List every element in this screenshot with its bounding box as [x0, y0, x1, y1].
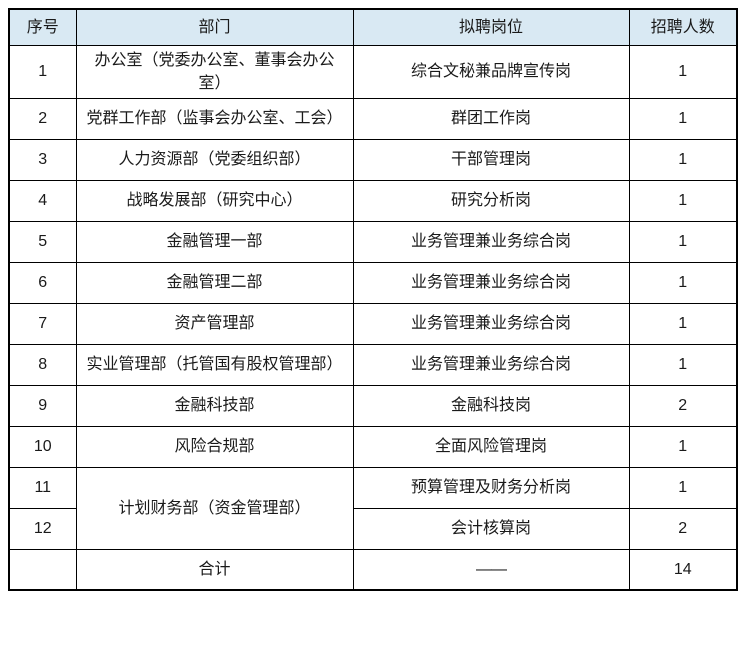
cell-count: 1	[628, 44, 738, 99]
cell-dept: 金融管理一部	[75, 220, 354, 263]
cell-dept: 办公室（党委办公室、董事会办公室）	[75, 44, 354, 99]
table-row: 7 资产管理部 业务管理兼业务综合岗 1	[8, 302, 738, 345]
cell-no: 5	[8, 220, 77, 263]
table-row: 11 计划财务部（资金管理部） 预算管理及财务分析岗 1	[8, 466, 738, 550]
cell-no: 3	[8, 138, 77, 181]
cell-dept-merged: 计划财务部（资金管理部）	[75, 466, 354, 550]
table-row: 6 金融管理二部 业务管理兼业务综合岗 1	[8, 261, 738, 304]
cell-dept: 金融管理二部	[75, 261, 354, 304]
cell-post: 业务管理兼业务综合岗	[352, 302, 630, 345]
cell-dept: 金融科技部	[75, 384, 354, 427]
cell-count: 1	[628, 343, 738, 386]
cell-no: 4	[8, 179, 77, 222]
table-row: 9 金融科技部 金融科技岗 2	[8, 384, 738, 427]
cell-post: 研究分析岗	[352, 179, 630, 222]
table-row: 1 办公室（党委办公室、董事会办公室） 综合文秘兼品牌宣传岗 1	[8, 44, 738, 99]
cell-count: 1	[628, 97, 738, 140]
total-label: 合计	[75, 548, 354, 591]
cell-dept: 战略发展部（研究中心）	[75, 179, 354, 222]
cell-no: 7	[8, 302, 77, 345]
cell-post: 业务管理兼业务综合岗	[352, 220, 630, 263]
cell-post: 金融科技岗	[352, 384, 630, 427]
table-header-row: 序号 部门 拟聘岗位 招聘人数	[8, 8, 738, 46]
table-row: 10 风险合规部 全面风险管理岗 1	[8, 425, 738, 468]
cell-post: 预算管理及财务分析岗	[352, 466, 630, 509]
cell-post: 会计核算岗	[352, 507, 630, 550]
cell-dept: 实业管理部（托管国有股权管理部）	[75, 343, 354, 386]
cell-count: 1	[628, 220, 738, 263]
cell-no-empty	[8, 548, 77, 591]
cell-post: 综合文秘兼品牌宣传岗	[352, 44, 630, 99]
cell-count: 1	[628, 138, 738, 181]
table-row: 5 金融管理一部 业务管理兼业务综合岗 1	[8, 220, 738, 263]
cell-post: 全面风险管理岗	[352, 425, 630, 468]
col-header-count: 招聘人数	[628, 8, 738, 46]
cell-post: 业务管理兼业务综合岗	[352, 261, 630, 304]
cell-count: 1	[628, 302, 738, 345]
cell-count: 2	[628, 384, 738, 427]
cell-post: 群团工作岗	[352, 97, 630, 140]
cell-no: 12	[8, 507, 77, 550]
col-header-dept: 部门	[75, 8, 354, 46]
col-header-post: 拟聘岗位	[352, 8, 630, 46]
cell-count: 1	[628, 179, 738, 222]
recruitment-table: 序号 部门 拟聘岗位 招聘人数 1 办公室（党委办公室、董事会办公室） 综合文秘…	[8, 8, 738, 592]
cell-no: 11	[8, 466, 77, 509]
cell-dept: 人力资源部（党委组织部）	[75, 138, 354, 181]
cell-count: 1	[628, 425, 738, 468]
cell-no: 1	[8, 44, 77, 99]
cell-dept: 风险合规部	[75, 425, 354, 468]
total-count: 14	[628, 548, 738, 591]
cell-count: 2	[628, 507, 738, 550]
cell-no: 6	[8, 261, 77, 304]
cell-dept: 资产管理部	[75, 302, 354, 345]
cell-no: 8	[8, 343, 77, 386]
cell-post: 干部管理岗	[352, 138, 630, 181]
table-row: 12 会计核算岗 2	[8, 507, 738, 550]
table-row: 8 实业管理部（托管国有股权管理部） 业务管理兼业务综合岗 1	[8, 343, 738, 386]
total-post-dash: ——	[352, 548, 630, 591]
table-row: 2 党群工作部（监事会办公室、工会） 群团工作岗 1	[8, 97, 738, 140]
cell-no: 9	[8, 384, 77, 427]
table-row: 4 战略发展部（研究中心） 研究分析岗 1	[8, 179, 738, 222]
cell-no: 10	[8, 425, 77, 468]
cell-post: 业务管理兼业务综合岗	[352, 343, 630, 386]
cell-dept: 党群工作部（监事会办公室、工会）	[75, 97, 354, 140]
total-row: 合计 —— 14	[8, 548, 738, 591]
cell-count: 1	[628, 466, 738, 509]
col-header-no: 序号	[8, 8, 77, 46]
table-row: 3 人力资源部（党委组织部） 干部管理岗 1	[8, 138, 738, 181]
cell-no: 2	[8, 97, 77, 140]
cell-count: 1	[628, 261, 738, 304]
